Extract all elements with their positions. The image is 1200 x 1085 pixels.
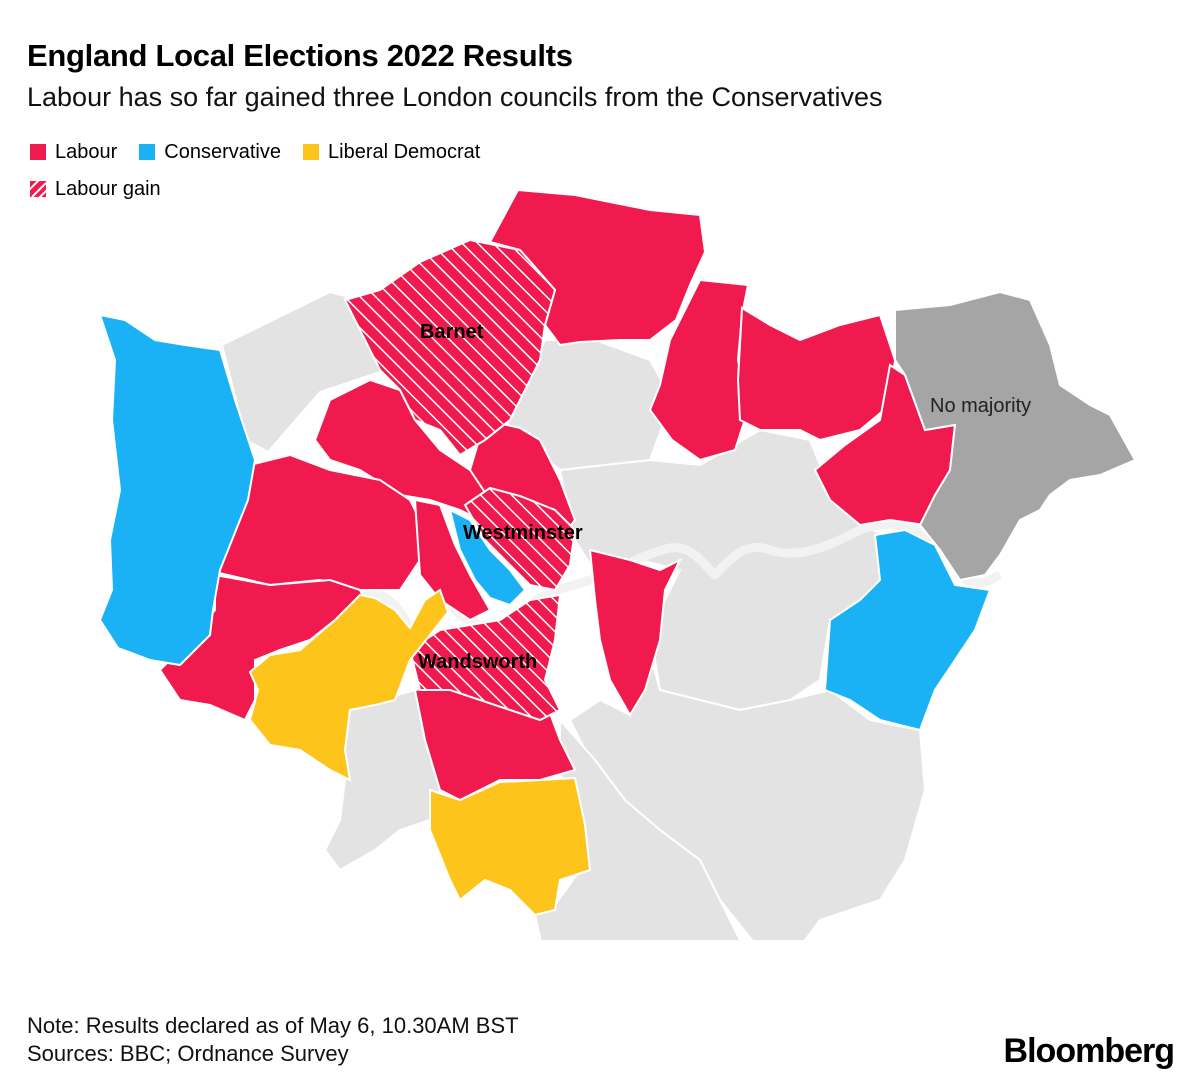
borough-central-east: [558, 428, 902, 712]
borough-barnet: [343, 238, 557, 457]
libdem-boroughs: [248, 588, 592, 917]
map-label-barnet: Barnet: [420, 321, 484, 343]
borough-wandsworth: [408, 593, 562, 722]
legend-swatch-labour-gain: [30, 181, 46, 197]
labour-boroughs: [158, 188, 957, 802]
legend-swatch-labour: [30, 144, 46, 160]
legend: Labour Conservative Liberal Democrat Lab…: [30, 138, 502, 212]
no-majority-boroughs: [894, 290, 1137, 582]
legend-label-conservative: Conservative: [164, 140, 281, 163]
map-label-wandsworth: Wandsworth: [418, 651, 537, 673]
borough-redbridge: [736, 306, 897, 442]
legend-row-gain: Labour gain: [30, 175, 502, 203]
legend-item-labour: Labour: [30, 141, 117, 164]
footer-note: Note: Results declared as of May 6, 10.3…: [27, 1013, 519, 1038]
legend-swatch-conservative: [139, 144, 156, 160]
legend-label-liberal-democrat: Liberal Democrat: [328, 140, 481, 163]
legend-item-liberal-democrat: Liberal Democrat: [303, 141, 480, 164]
borough-richmond: [248, 588, 450, 782]
chart-subtitle: Labour has so far gained three London co…: [27, 82, 883, 112]
legend-row-parties: Labour Conservative Liberal Democrat: [30, 138, 502, 166]
brand-logo: Bloomberg: [1003, 1032, 1175, 1070]
legend-swatch-liberal-democrat: [303, 144, 319, 160]
borough-kensington-chelsea: [448, 508, 527, 607]
borough-bexley: [823, 528, 992, 732]
footer-sources: Sources: BBC; Ordnance Survey: [27, 1041, 349, 1066]
footer: Note: Results declared as of May 6, 10.3…: [27, 1012, 519, 1068]
borough-sutton: [429, 776, 592, 917]
borough-hillingdon: [98, 313, 257, 667]
undeclared-boroughs: [220, 290, 927, 940]
legend-item-labour-gain: Labour gain: [30, 178, 161, 201]
legend-label-labour-gain: Labour gain: [55, 177, 161, 200]
borough-lambeth: [588, 548, 683, 717]
conservative-boroughs: [98, 313, 992, 732]
london-map: Barnet Westminster Wandsworth No majorit…: [98, 188, 1137, 940]
map-label-no-majority: No majority: [930, 395, 1031, 417]
legend-label-labour: Labour: [55, 140, 118, 163]
borough-westminster: [463, 486, 577, 592]
map-label-westminster: Westminster: [463, 522, 583, 544]
borough-south-east: [568, 619, 927, 940]
chart-title: England Local Elections 2022 Results: [27, 38, 573, 73]
borough-havering: [894, 290, 1137, 582]
borough-hammersmith: [413, 498, 492, 622]
legend-item-conservative: Conservative: [139, 141, 281, 164]
labour-gain-boroughs: [343, 238, 577, 722]
